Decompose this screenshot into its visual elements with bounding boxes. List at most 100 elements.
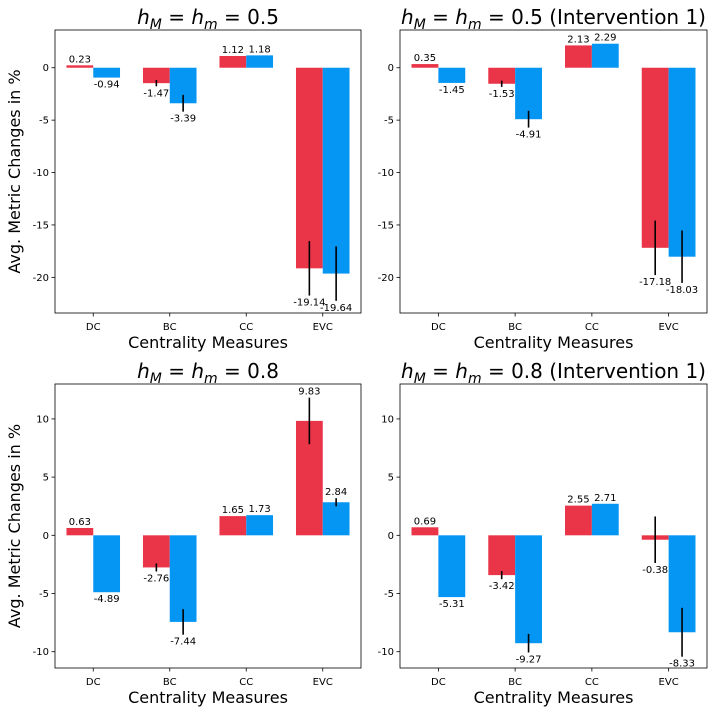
bar-evc-s1 bbox=[295, 67, 323, 269]
bar-bc-s1 bbox=[488, 535, 516, 576]
x-tick-label: EVC bbox=[313, 677, 333, 688]
data-label: -19.14 bbox=[293, 298, 325, 309]
data-label: 0.35 bbox=[414, 53, 436, 64]
data-label: 0.23 bbox=[69, 54, 91, 65]
y-tick-label: -15 bbox=[378, 220, 394, 231]
data-label: -9.27 bbox=[516, 655, 542, 666]
data-label: 2.71 bbox=[594, 493, 616, 504]
x-tick-label: CC bbox=[239, 322, 253, 333]
title-part: M bbox=[150, 371, 162, 387]
data-label: -0.94 bbox=[94, 80, 120, 91]
data-label: 1.18 bbox=[249, 44, 271, 55]
y-tick-label: -5 bbox=[39, 589, 49, 600]
chart-panel-4: 0.69 -3.42 2.55 -0.38 -5.31 -9.27 2.71 -8.33 10 5… bbox=[378, 359, 708, 707]
x-tick-label: BC bbox=[508, 677, 522, 688]
title-part: = 0.5 (Intervention 1) bbox=[482, 5, 706, 29]
bar-cc-s2 bbox=[246, 55, 274, 68]
data-label: 2.84 bbox=[325, 487, 347, 498]
data-label: 2.29 bbox=[594, 33, 616, 44]
title-part: m bbox=[468, 17, 482, 33]
y-tick-label: -15 bbox=[33, 220, 49, 231]
title-part: = bbox=[426, 5, 455, 29]
bar-dc-s1 bbox=[411, 64, 439, 68]
bar-cc-s1 bbox=[565, 505, 592, 536]
title-part: h bbox=[137, 5, 150, 29]
chart-title: hM = hm = 0.8 (Intervention 1) bbox=[401, 359, 706, 387]
title-part: h bbox=[191, 359, 204, 383]
title-part: h bbox=[191, 5, 204, 29]
data-label: 1.12 bbox=[222, 45, 244, 56]
bar-dc-s2 bbox=[93, 535, 121, 593]
bar-dc-s2 bbox=[438, 67, 466, 83]
bar-cc-s2 bbox=[246, 515, 274, 536]
y-tick-label: 0 bbox=[43, 63, 49, 74]
y-tick-label: -10 bbox=[378, 168, 394, 179]
bar-bc-s2 bbox=[515, 535, 542, 644]
title-part: h bbox=[455, 359, 468, 383]
bar-dc-s2 bbox=[93, 67, 121, 78]
data-label: 2.55 bbox=[567, 495, 589, 506]
bar-evc-s2 bbox=[322, 67, 350, 274]
plot-frame bbox=[54, 383, 362, 669]
data-label: -5.31 bbox=[439, 599, 465, 610]
bar-cc-s1 bbox=[565, 45, 592, 68]
y-tick-label: 0 bbox=[43, 531, 49, 542]
x-tick-label: BC bbox=[163, 322, 177, 333]
chart-panel-2: 0.35 -1.53 2.13 -17.18 -1.45 -4.91 2.29 -18.03 0… bbox=[378, 5, 708, 352]
data-label: -1.53 bbox=[489, 89, 515, 100]
x-axis-label: Centrality Measures bbox=[474, 688, 634, 707]
x-tick-label: EVC bbox=[659, 677, 679, 688]
title-part: h bbox=[137, 359, 150, 383]
bar-bc-s1 bbox=[488, 67, 516, 84]
x-tick-label: DC bbox=[86, 322, 101, 333]
plot-frame bbox=[399, 29, 708, 314]
y-tick-label: 5 bbox=[388, 473, 394, 484]
title-part: M bbox=[414, 17, 426, 33]
x-tick-label: EVC bbox=[659, 322, 679, 333]
bar-dc-s1 bbox=[66, 527, 94, 536]
data-label: -4.89 bbox=[94, 594, 120, 605]
y-tick-label: 10 bbox=[381, 414, 394, 425]
title-part: = bbox=[426, 359, 455, 383]
title-part: h bbox=[401, 5, 414, 29]
title-part: h bbox=[455, 5, 468, 29]
x-axis-label: Centrality Measures bbox=[128, 688, 288, 707]
data-label: -17.18 bbox=[639, 277, 671, 288]
plot-frame bbox=[399, 383, 708, 669]
x-tick-label: CC bbox=[585, 322, 599, 333]
y-axis-label: Avg. Metric Changes in % bbox=[5, 69, 24, 273]
y-tick-label: -10 bbox=[33, 647, 49, 658]
data-label: -4.91 bbox=[516, 130, 542, 141]
data-label: -3.42 bbox=[489, 581, 515, 592]
bar-dc-s1 bbox=[411, 527, 439, 536]
chart-title: hM = hm = 0.5 bbox=[137, 5, 279, 33]
y-tick-label: -20 bbox=[378, 273, 394, 284]
chart-title: hM = hm = 0.8 bbox=[137, 359, 279, 387]
title-part: = bbox=[162, 5, 191, 29]
title-part: = 0.5 bbox=[218, 5, 279, 29]
y-tick-label: -20 bbox=[33, 273, 49, 284]
title-part: m bbox=[468, 371, 482, 387]
data-label: 1.73 bbox=[249, 504, 271, 515]
y-tick-label: -5 bbox=[39, 116, 49, 127]
title-part: = bbox=[162, 359, 191, 383]
bar-bc-s1 bbox=[142, 535, 170, 568]
data-label: 0.63 bbox=[69, 517, 91, 528]
y-tick-label: -10 bbox=[378, 647, 394, 658]
x-axis-label: Centrality Measures bbox=[128, 333, 288, 352]
bar-bc-s2 bbox=[515, 67, 542, 120]
y-tick-label: -10 bbox=[33, 168, 49, 179]
title-part: = 0.8 (Intervention 1) bbox=[482, 359, 706, 383]
data-label: -18.03 bbox=[666, 285, 698, 296]
data-label: -7.44 bbox=[170, 637, 196, 648]
title-part: M bbox=[150, 17, 162, 33]
x-tick-label: EVC bbox=[313, 322, 333, 333]
data-label: -1.47 bbox=[143, 88, 169, 99]
bar-bc-s1 bbox=[142, 67, 170, 84]
title-part: h bbox=[401, 359, 414, 383]
x-tick-label: DC bbox=[86, 677, 101, 688]
bar-evc-s2 bbox=[668, 67, 696, 257]
x-tick-label: DC bbox=[431, 677, 446, 688]
y-axis-label: Avg. Metric Changes in % bbox=[5, 424, 24, 628]
